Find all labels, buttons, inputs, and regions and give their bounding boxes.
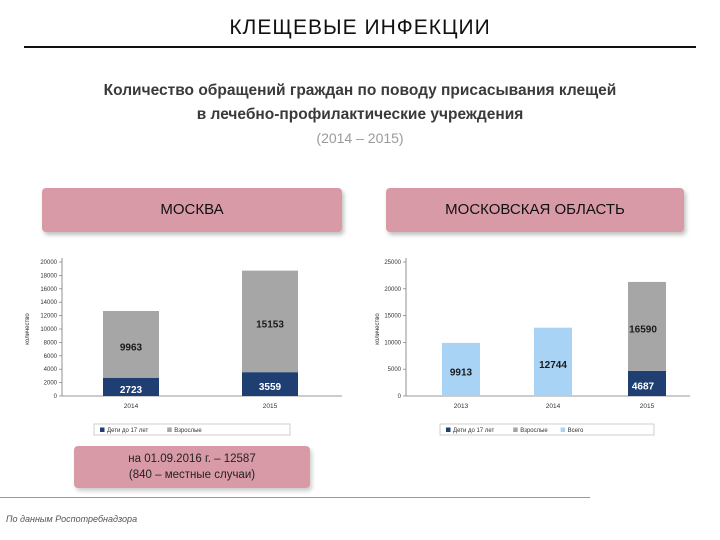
- x-tick-label: 2015: [640, 403, 655, 410]
- y-tick-label: 15000: [384, 314, 401, 320]
- y-tick-label: 10000: [384, 340, 401, 346]
- bar-segment: [103, 311, 159, 378]
- legend-label: Дети до 17 лет: [453, 428, 494, 434]
- note-line-1: на 01.09.2016 г. – 12587: [128, 453, 256, 465]
- y-tick-label: 0: [54, 394, 58, 400]
- legend-label: Дети до 17 лет: [107, 428, 148, 434]
- data-label: 9963: [120, 342, 143, 353]
- x-tick-label: 2015: [263, 403, 278, 410]
- bar-segment: [442, 342, 480, 396]
- chart-moscow-svg: количество 0 2000 4000 6000 8000 10000 12000 140…: [25, 258, 342, 436]
- data-label: 2723: [120, 385, 143, 396]
- data-label: 3559: [259, 382, 282, 393]
- x-tick-label: 2014: [124, 403, 139, 410]
- y-axis-label: количество: [25, 313, 31, 345]
- legend-swatch: [513, 427, 518, 432]
- chart-moscow-oblast: количество 0 5000 10000 15000 20000 25000 9913 2…: [372, 246, 700, 442]
- y-tick-label: 8000: [44, 340, 58, 346]
- bar-segment: [628, 281, 666, 371]
- chart-heading-line2: в лечебно-профилактические учреждения: [196, 106, 524, 123]
- region-label-moscow: МОСКВА: [42, 188, 342, 232]
- data-label: 4687: [632, 381, 655, 392]
- chart-moscow-oblast-svg: количество 0 5000 10000 15000 20000 25000 9913 2…: [375, 258, 690, 436]
- y-tick-label: 6000: [44, 354, 58, 360]
- y-tick-label: 2000: [44, 381, 58, 387]
- y-tick-label: 5000: [388, 367, 402, 373]
- chart-moscow: количество 0 2000 4000 6000 8000 10000 12000 140…: [22, 246, 350, 442]
- legend-swatch: [100, 427, 105, 432]
- data-label: 9913: [450, 367, 473, 378]
- bar-segment: [242, 270, 298, 373]
- note-line-2: (840 – местные случаи): [128, 469, 256, 481]
- y-tick-label: 20000: [40, 260, 57, 266]
- y-tick-label: 14000: [40, 300, 57, 306]
- x-tick-label: 2013: [454, 403, 469, 410]
- legend-label: Всего: [568, 428, 584, 434]
- bar-segment: [103, 377, 159, 396]
- legend-swatch: [167, 427, 172, 432]
- source-note: По данным Роспотребнадзора: [6, 514, 138, 524]
- y-tick-label: 0: [398, 394, 402, 400]
- legend-box: [93, 423, 291, 436]
- legend-label: Взрослые: [520, 428, 548, 434]
- period-label: (2014 – 2015): [316, 130, 404, 146]
- y-tick-label: 18000: [40, 273, 57, 279]
- legend-label: Взрослые: [174, 428, 202, 434]
- data-label: 15153: [256, 319, 284, 330]
- x-tick-label: 2014: [546, 403, 561, 410]
- data-label: 16590: [629, 324, 657, 335]
- y-tick-label: 10000: [40, 327, 57, 333]
- note-box: на 01.09.2016 г. – 12587 (840 – местные …: [74, 446, 310, 488]
- y-tick-label: 4000: [44, 367, 58, 373]
- title-divider: [24, 46, 696, 48]
- legend-box: [439, 423, 655, 436]
- bar-segment: [242, 372, 298, 396]
- bar-segment: [628, 370, 666, 396]
- legend-swatch: [446, 427, 451, 432]
- bar-segment: [534, 327, 572, 396]
- y-tick-label: 12000: [40, 314, 57, 320]
- slide-title: КЛЕЩЕВЫЕ ИНФЕКЦИИ: [229, 16, 491, 39]
- data-label: 12744: [539, 360, 567, 371]
- region-label-moscow-oblast: МОСКОВСКАЯ ОБЛАСТЬ: [386, 188, 684, 232]
- y-axis-label: количество: [375, 313, 381, 345]
- y-tick-label: 20000: [384, 287, 401, 293]
- chart-heading-line1: Количество обращений граждан по поводу п…: [103, 82, 617, 99]
- y-tick-label: 25000: [384, 260, 401, 266]
- y-tick-label: 16000: [40, 287, 57, 293]
- legend-swatch: [560, 427, 566, 432]
- footer-divider: [0, 497, 590, 498]
